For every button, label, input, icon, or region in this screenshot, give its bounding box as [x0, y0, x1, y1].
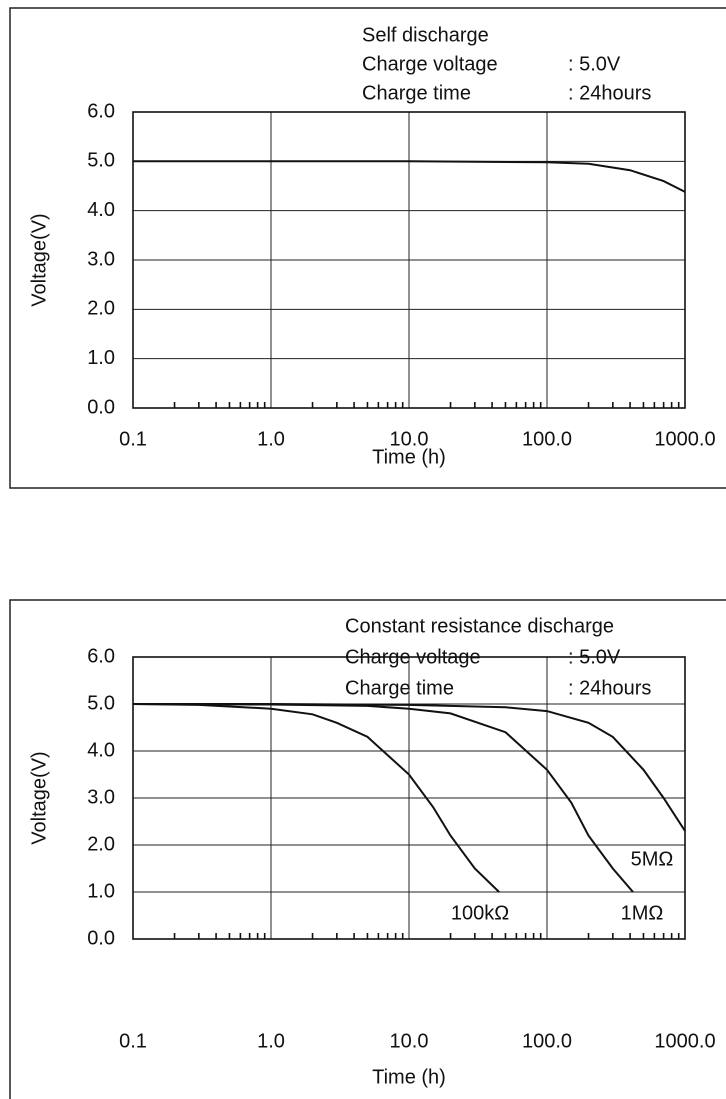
- series-label: 1MΩ: [621, 902, 664, 924]
- x-axis-title: Time (h): [372, 446, 446, 468]
- x-tick-label: 100.0: [522, 428, 572, 450]
- series-label: 100kΩ: [451, 902, 509, 924]
- x-tick-label: 0.1: [119, 428, 147, 450]
- x-tick-label: 10.0: [390, 428, 429, 450]
- x-tick-label: 1.0: [257, 1030, 285, 1052]
- y-tick-label: 3.0: [87, 786, 115, 808]
- y-axis-title: Voltage(V): [28, 213, 50, 306]
- x-tick-label: 10.0: [390, 1030, 429, 1052]
- y-axis-title: Voltage(V): [28, 751, 50, 844]
- x-tick-label: 1.0: [257, 428, 285, 450]
- annotation-label: Charge time: [362, 82, 471, 104]
- x-tick-label: 1000.0: [654, 1030, 715, 1052]
- y-tick-label: 2.0: [87, 833, 115, 855]
- annotation-value: : 24hours: [568, 82, 651, 104]
- annotation-label: Charge time: [345, 677, 454, 699]
- data-line: [133, 703, 686, 832]
- series-label: 5MΩ: [631, 848, 674, 870]
- y-tick-label: 1.0: [87, 347, 115, 369]
- chart-title: Self discharge: [362, 24, 489, 46]
- y-tick-label: 4.0: [87, 199, 115, 221]
- x-axis-title: Time (h): [372, 1066, 446, 1088]
- y-tick-label: 0.0: [87, 927, 115, 949]
- plot-frame: [132, 111, 686, 409]
- y-tick-label: 5.0: [87, 692, 115, 714]
- y-tick-label: 2.0: [87, 298, 115, 320]
- chart-title: Constant resistance discharge: [345, 615, 614, 637]
- y-tick-label: 6.0: [87, 645, 115, 667]
- data-line: [133, 160, 686, 193]
- y-tick-label: 4.0: [87, 739, 115, 761]
- data-line: [132, 703, 634, 893]
- annotation-value: : 24hours: [568, 677, 651, 699]
- y-tick-label: 3.0: [87, 248, 115, 270]
- plot-frame: [132, 656, 686, 940]
- x-tick-label: 0.1: [119, 1030, 147, 1052]
- data-line: [132, 703, 500, 893]
- y-tick-label: 6.0: [87, 100, 115, 122]
- x-tick-label: 1000.0: [654, 428, 715, 450]
- panel-frame: [9, 599, 726, 1099]
- x-tick-label: 100.0: [522, 1030, 572, 1052]
- y-tick-label: 5.0: [87, 150, 115, 172]
- y-tick-label: 0.0: [87, 396, 115, 418]
- panel-frame: [9, 7, 726, 489]
- y-tick-label: 1.0: [87, 880, 115, 902]
- annotation-label: Charge voltage: [362, 53, 498, 75]
- annotation-value: : 5.0V: [568, 53, 621, 75]
